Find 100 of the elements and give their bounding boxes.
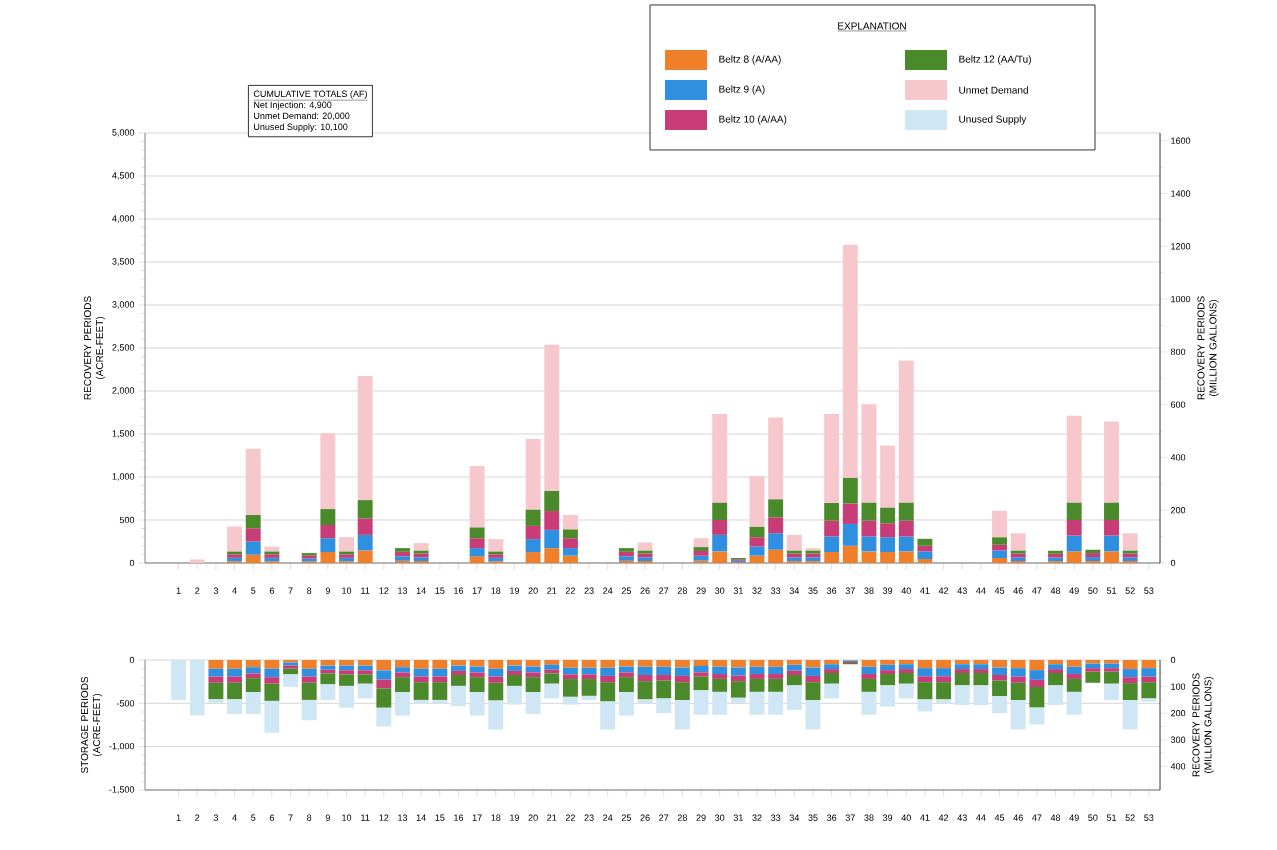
y2-tick-label: 400: [1170, 763, 1186, 770]
x-tick-label: 34: [789, 814, 800, 821]
x-tick-label: 13: [398, 814, 408, 821]
x-tick-label: 5: [251, 587, 256, 594]
y-tick-label: 0: [129, 559, 135, 567]
x-tick-label: 37: [845, 587, 855, 594]
x-tick-label: 41: [920, 814, 930, 821]
x-tick-label: 40: [901, 814, 911, 821]
x-tick-label: 16: [454, 814, 464, 821]
x-tick-label: 11: [361, 814, 370, 821]
y-tick-label: 1,000: [112, 473, 135, 481]
x-tick-label: 27: [659, 587, 669, 594]
x-tick-label: 43: [957, 587, 967, 594]
x-tick-label: 11: [361, 587, 370, 594]
x-tick-label: 28: [677, 814, 687, 821]
y-tick-label: 4,000: [112, 215, 135, 223]
x-tick-label: 32: [752, 814, 762, 821]
y2-tick-label: 1000: [1171, 295, 1191, 303]
x-tick-label: 25: [621, 587, 632, 594]
legend-label: Beltz 8 (A/AA): [719, 55, 781, 65]
y-tick-label: 1,500: [112, 430, 135, 438]
x-tick-label: 9: [325, 814, 330, 821]
x-tick-label: 3: [213, 587, 219, 594]
x-tick-label: 35: [808, 587, 818, 594]
x-tick-label: 53: [1144, 587, 1154, 594]
x-tick-label: 15: [435, 587, 445, 594]
x-tick-label: 51: [1106, 587, 1117, 594]
y-tick-label: 2,000: [112, 387, 135, 395]
x-tick-label: 15: [435, 814, 445, 821]
x-tick-label: 44: [976, 587, 986, 594]
x-tick-label: 22: [565, 814, 575, 821]
y2-tick-label: 0: [1170, 656, 1176, 664]
x-tick-label: 39: [882, 814, 893, 821]
x-tick-label: 34: [789, 587, 800, 594]
x-tick-label: 50: [1088, 587, 1098, 594]
y2-tick-label: 400: [1170, 454, 1186, 461]
x-tick-label: 28: [677, 587, 687, 594]
legend-label: Unmet Demand: [959, 86, 1028, 94]
x-tick-label: 23: [584, 587, 594, 594]
x-tick-label: 42: [938, 587, 949, 594]
x-tick-label: 36: [826, 814, 837, 821]
x-tick-label: 41: [920, 587, 930, 594]
x-tick-label: 7: [288, 814, 293, 821]
legend-label: Beltz 10 (A/AA): [719, 115, 787, 125]
x-tick-label: 12: [379, 587, 389, 594]
x-tick-label: 14: [416, 814, 426, 821]
y-tick-label: -1,000: [109, 742, 135, 751]
x-tick-label: 53: [1144, 814, 1154, 821]
x-tick-label: 31: [733, 587, 743, 594]
x-tick-label: 1: [176, 587, 181, 594]
x-tick-label: 42: [938, 814, 949, 821]
x-tick-label: 19: [510, 814, 520, 821]
y2-tick-label: 300: [1170, 736, 1186, 743]
x-tick-label: 22: [565, 587, 575, 594]
y2-tick-label: 100: [1171, 683, 1186, 690]
y-tick-label: 2,500: [112, 344, 135, 352]
x-tick-label: 8: [307, 587, 312, 594]
x-tick-label: 44: [976, 814, 986, 821]
y2-tick-label: 1200: [1171, 243, 1191, 250]
y-tick-label: 500: [119, 516, 135, 524]
x-tick-label: 9: [325, 587, 330, 594]
x-tick-label: 51: [1106, 814, 1117, 821]
y2-tick-label: 1600: [1171, 137, 1191, 144]
x-tick-label: 46: [1013, 587, 1023, 594]
y-tick-label: -500: [116, 700, 135, 707]
x-tick-label: 49: [1069, 587, 1079, 594]
x-tick-label: 30: [715, 587, 725, 594]
y2-tick-label: 200: [1171, 507, 1186, 514]
x-tick-label: 6: [269, 587, 274, 594]
x-tick-label: 12: [379, 814, 389, 821]
x-tick-label: 50: [1088, 814, 1098, 821]
x-tick-label: 5: [251, 814, 256, 821]
x-tick-label: 48: [1050, 814, 1061, 821]
y-axis-title: STORAGE PERIODS (ACRE-FEET): [81, 676, 103, 774]
x-tick-label: 30: [715, 814, 725, 821]
x-tick-label: 17: [472, 587, 482, 594]
x-tick-label: 8: [307, 814, 312, 821]
x-tick-label: 35: [808, 814, 818, 821]
x-tick-label: 3: [213, 814, 219, 821]
x-tick-label: 19: [510, 587, 520, 594]
y-tick-label: 3,000: [112, 301, 135, 309]
y-tick-label: 5,000: [112, 129, 135, 137]
y2-tick-label: 0: [1170, 559, 1176, 567]
x-tick-label: 26: [640, 587, 650, 594]
x-tick-label: 13: [398, 587, 408, 594]
x-tick-label: 38: [864, 814, 874, 821]
legend-label: Beltz 12 (AA/Tu): [959, 55, 1031, 65]
legend-title: EXPLANATION: [838, 22, 906, 30]
x-tick-label: 17: [472, 814, 482, 821]
x-tick-label: 25: [621, 814, 632, 821]
x-tick-label: 37: [845, 814, 855, 821]
x-tick-label: 23: [584, 814, 594, 821]
x-tick-label: 14: [416, 587, 426, 594]
x-tick-label: 47: [1032, 814, 1042, 821]
x-tick-label: 18: [491, 814, 501, 821]
x-tick-label: 49: [1069, 814, 1079, 821]
x-tick-label: 2: [195, 814, 200, 821]
x-tick-label: 24: [603, 587, 613, 594]
x-tick-label: 10: [342, 814, 352, 821]
text: Unmet Demand: 20,000: [254, 112, 350, 121]
